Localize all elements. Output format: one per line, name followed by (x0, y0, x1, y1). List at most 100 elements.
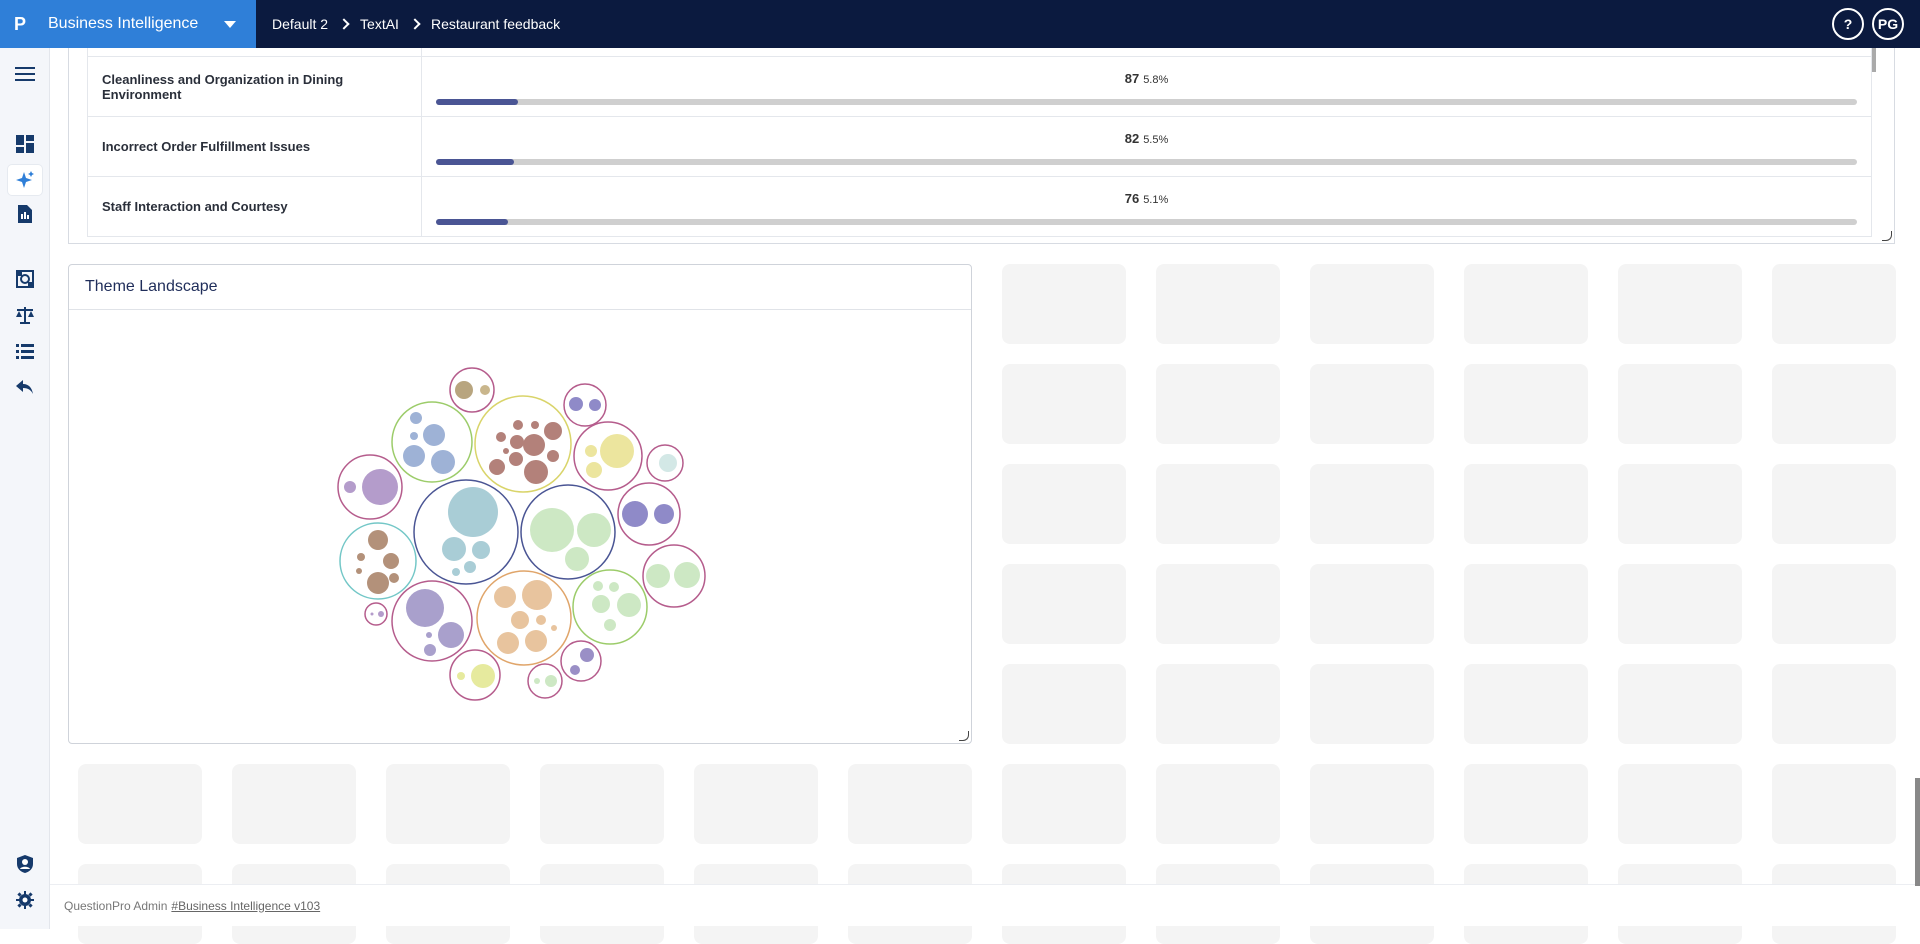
list-icon[interactable] (14, 340, 36, 362)
left-sidebar (0, 48, 50, 929)
report-icon[interactable] (14, 203, 36, 225)
skeleton-placeholder (232, 764, 356, 844)
skeleton-placeholder (1156, 264, 1280, 344)
resize-handle[interactable] (959, 731, 969, 741)
theme-label: Cleanliness and Organization in Dining E… (88, 57, 422, 116)
theme-bubble[interactable] (617, 482, 681, 546)
product-switcher[interactable]: P Business Intelligence (0, 0, 256, 48)
scale-icon[interactable] (14, 304, 36, 326)
product-name: Business Intelligence (48, 15, 199, 32)
dashboard-icon[interactable] (14, 133, 36, 155)
theme-bubble[interactable] (391, 580, 473, 662)
theme-bubble[interactable] (449, 367, 495, 413)
sparkle-icon[interactable] (8, 165, 42, 195)
skeleton-placeholder (1464, 464, 1588, 544)
skeleton-placeholder (1772, 764, 1896, 844)
skeleton-placeholder (1156, 464, 1280, 544)
theme-count: 76 (1124, 191, 1140, 206)
theme-bubble[interactable] (449, 649, 501, 701)
version-link[interactable]: #Business Intelligence v103 (171, 898, 321, 913)
skeleton-placeholder (1310, 464, 1434, 544)
user-avatar[interactable]: PG (1872, 8, 1904, 40)
skeleton-placeholder (386, 764, 510, 844)
page-scrollbar[interactable] (1915, 778, 1920, 886)
theme-bubble[interactable] (573, 421, 643, 491)
chevron-right-icon (409, 18, 421, 30)
skeleton-placeholder (1772, 264, 1896, 344)
skeleton-placeholder (1464, 264, 1588, 344)
theme-label: Incorrect Order Fulfillment Issues (88, 117, 422, 176)
skeleton-placeholder (1464, 764, 1588, 844)
theme-bar-fill (436, 159, 515, 165)
skeleton-placeholder (1464, 564, 1588, 644)
table-row: Cleanliness and Organization in Dining E… (87, 57, 1872, 117)
theme-label: Staff Interaction and Courtesy (88, 177, 422, 236)
themes-table-card: Cleanliness and Organization in Dining E… (68, 48, 1895, 244)
skeleton-placeholder (1618, 464, 1742, 544)
footer: QuestionPro Admin #Business Intelligence… (50, 884, 1920, 926)
skeleton-placeholder (1002, 564, 1126, 644)
skeleton-placeholder (1310, 764, 1434, 844)
theme-bubble[interactable] (413, 479, 519, 585)
breadcrumb: Default 2 TextAI Restaurant feedback (272, 16, 560, 32)
skeleton-placeholder (1772, 464, 1896, 544)
table-row (87, 48, 1872, 57)
skeleton-placeholder (1156, 664, 1280, 744)
table-scrollbar[interactable] (1872, 48, 1876, 72)
theme-bubble[interactable] (520, 484, 616, 580)
skeleton-placeholder (1772, 364, 1896, 444)
skeleton-placeholder (848, 764, 972, 844)
help-button[interactable]: ? (1832, 8, 1864, 40)
theme-bubble[interactable] (337, 454, 403, 520)
scan-icon[interactable] (14, 268, 36, 290)
skeleton-placeholder (1618, 264, 1742, 344)
theme-bubble[interactable] (646, 444, 684, 482)
theme-bubble[interactable] (364, 602, 388, 626)
theme-bubble[interactable] (474, 395, 572, 493)
theme-landscape-card: Theme Landscape (68, 264, 972, 744)
table-row: Incorrect Order Fulfillment Issues 82 5.5… (87, 117, 1872, 177)
theme-bubble[interactable] (339, 522, 417, 600)
card-title: Theme Landscape (69, 265, 971, 310)
theme-bubble[interactable] (572, 569, 648, 645)
theme-bubble[interactable] (642, 544, 706, 608)
theme-percent: 5.5% (1143, 134, 1169, 146)
skeleton-placeholder (1002, 664, 1126, 744)
theme-bubble[interactable] (563, 383, 607, 427)
user-shield-icon[interactable] (14, 853, 36, 875)
theme-bar-cell: 76 5.1% (422, 177, 1871, 236)
theme-bar-fill (436, 99, 519, 105)
breadcrumb-item-textai[interactable]: TextAI (360, 16, 399, 32)
theme-bar-track (436, 99, 1857, 105)
theme-bubble[interactable] (391, 401, 473, 483)
theme-count: 87 (1124, 71, 1140, 86)
reply-icon[interactable] (14, 376, 36, 398)
gear-icon[interactable] (14, 889, 36, 911)
skeleton-placeholder (1310, 564, 1434, 644)
skeleton-placeholder (1618, 764, 1742, 844)
questionpro-logo-icon: P (14, 13, 27, 34)
skeleton-placeholder (78, 764, 202, 844)
skeleton-placeholder (1310, 664, 1434, 744)
skeleton-placeholder (1310, 264, 1434, 344)
table-row: Staff Interaction and Courtesy 76 5.1% (87, 177, 1872, 237)
skeleton-placeholder (1618, 564, 1742, 644)
theme-bubble[interactable] (476, 570, 572, 666)
skeleton-placeholder (1002, 464, 1126, 544)
theme-bubble[interactable] (560, 640, 602, 682)
skeleton-placeholder (1002, 764, 1126, 844)
skeleton-placeholder (1156, 564, 1280, 644)
skeleton-placeholder (1618, 364, 1742, 444)
theme-count: 82 (1124, 131, 1140, 146)
theme-bubble[interactable] (527, 663, 563, 699)
skeleton-placeholder (1772, 564, 1896, 644)
breadcrumb-item-default[interactable]: Default 2 (272, 16, 329, 32)
footer-text: QuestionPro Admin (64, 898, 168, 913)
skeleton-placeholder (1002, 264, 1126, 344)
skeleton-placeholder (1156, 364, 1280, 444)
menu-icon[interactable] (14, 63, 36, 85)
theme-bar-cell: 82 5.5% (422, 117, 1871, 176)
chevron-right-icon (338, 18, 350, 30)
skeleton-placeholder (1310, 364, 1434, 444)
resize-handle[interactable] (1882, 231, 1892, 241)
